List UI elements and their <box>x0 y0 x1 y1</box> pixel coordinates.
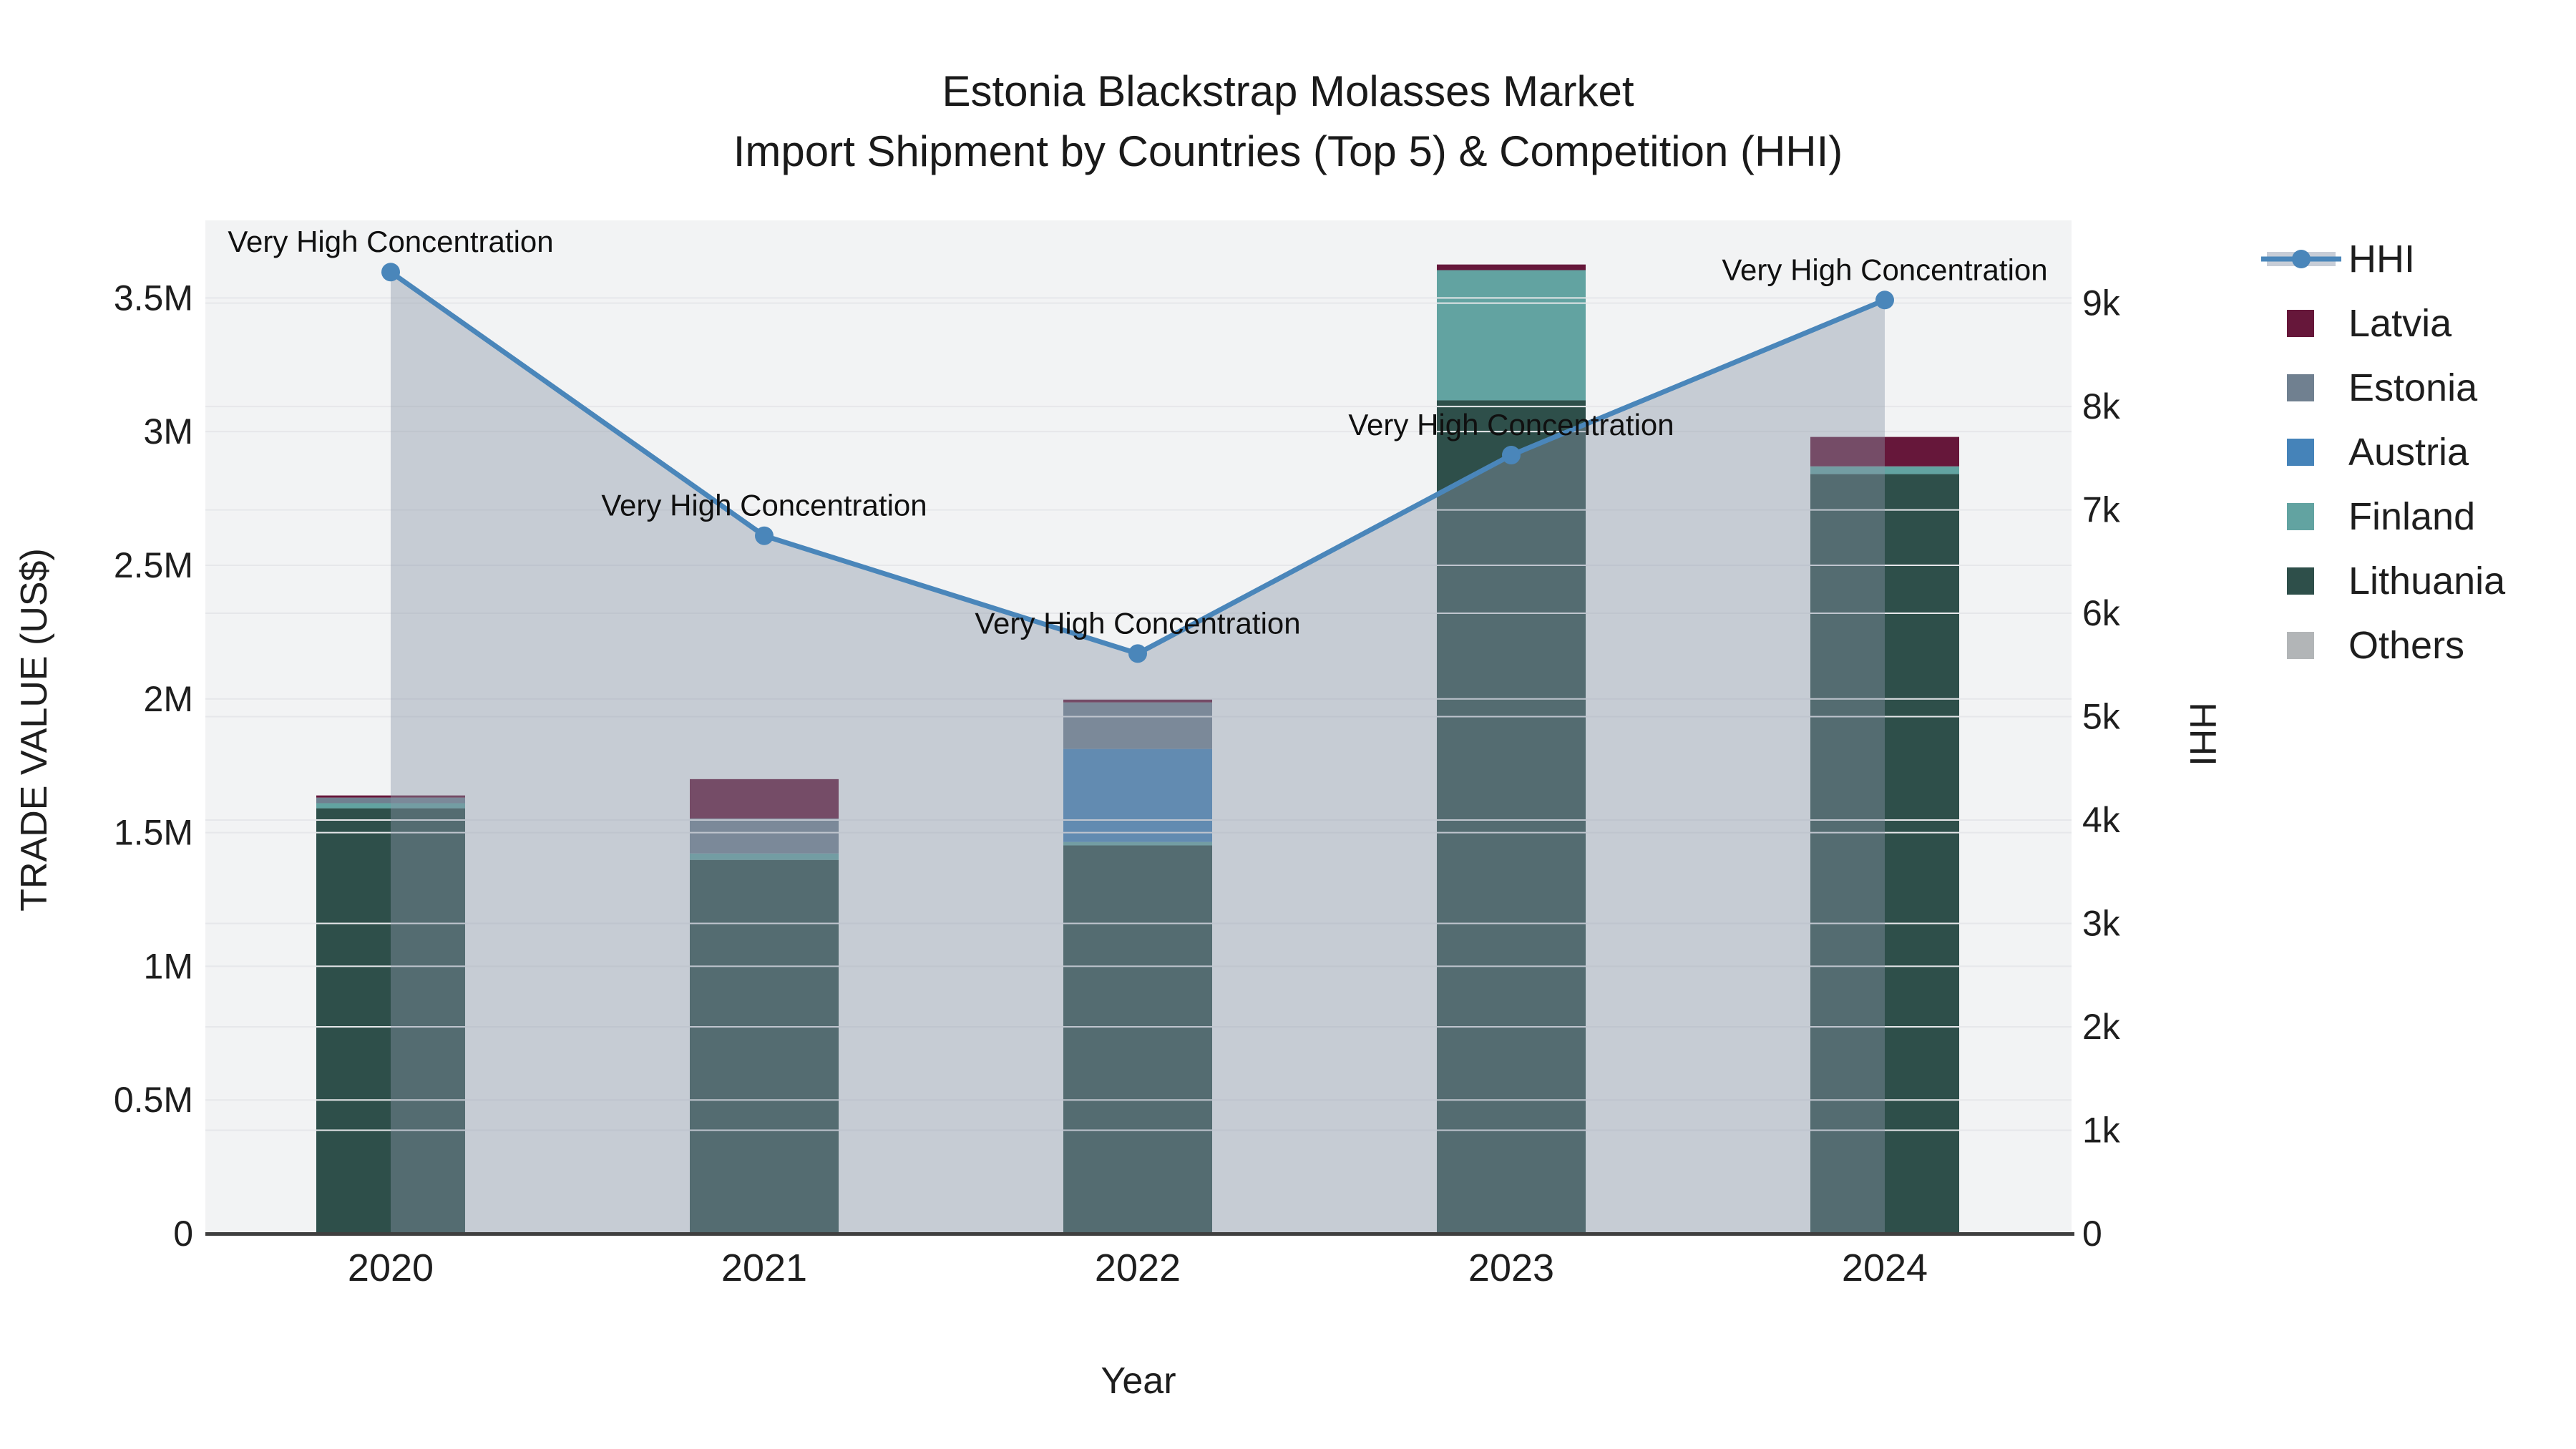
right-tick-3k: 3k <box>2082 904 2121 944</box>
y-axis-title-right: HHI <box>2182 702 2223 766</box>
bar-segment-estonia-2021[interactable] <box>690 818 839 854</box>
legend-item-others[interactable]: Others <box>2348 624 2464 667</box>
right-tick-0: 0 <box>2082 1214 2102 1254</box>
left-tick-2.5M: 2.5M <box>114 545 193 585</box>
hhi-marker-2022[interactable] <box>1128 644 1147 663</box>
left-tick-0: 0 <box>173 1214 193 1254</box>
annotation-2021: Very High Concentration <box>601 489 927 522</box>
right-tick-8k: 8k <box>2082 386 2121 426</box>
hhi-marker-2021[interactable] <box>755 526 774 545</box>
bar-segment-lithuania-2020[interactable] <box>316 808 465 1234</box>
annotation-2020: Very High Concentration <box>228 225 553 258</box>
bar-segment-finland-2021[interactable] <box>690 853 839 860</box>
legend-item-latvia[interactable]: Latvia <box>2348 302 2452 345</box>
left-tick-3M: 3M <box>144 411 193 452</box>
hhi-area-fill <box>391 272 1885 1234</box>
x-tick-2023: 2023 <box>1468 1246 1554 1289</box>
bar-segment-latvia-2024[interactable] <box>1810 436 1959 467</box>
legend-item-finland[interactable]: Finland <box>2348 495 2475 538</box>
right-tick-6k: 6k <box>2082 593 2121 633</box>
x-tick-2021: 2021 <box>721 1246 807 1289</box>
bar-segment-finland-2022[interactable] <box>1063 841 1212 846</box>
bar-segment-lithuania-2024[interactable] <box>1810 474 1959 1234</box>
annotation-2024: Very High Concentration <box>1722 253 2047 286</box>
legend-item-hhi[interactable]: HHI <box>2348 238 2415 280</box>
annotation-2022: Very High Concentration <box>975 606 1300 640</box>
left-tick-2M: 2M <box>144 679 193 719</box>
bar-segment-lithuania-2023[interactable] <box>1437 400 1586 1234</box>
x-axis-title: Year <box>1101 1360 1176 1402</box>
bar-segment-finland-2024[interactable] <box>1810 466 1959 474</box>
legend-hhi-marker <box>2292 250 2311 268</box>
legend-swatch-finland <box>2287 503 2314 530</box>
bar-segment-lithuania-2022[interactable] <box>1063 845 1212 1234</box>
right-tick-2k: 2k <box>2082 1007 2121 1047</box>
right-tick-5k: 5k <box>2082 697 2121 737</box>
bar-segment-austria-2022[interactable] <box>1063 748 1212 842</box>
right-tick-7k: 7k <box>2082 490 2121 530</box>
bar-segment-lithuania-2021[interactable] <box>690 859 839 1234</box>
left-tick-1M: 1M <box>144 946 193 986</box>
bar-segment-latvia-2022[interactable] <box>1063 699 1212 703</box>
x-tick-2024: 2024 <box>1842 1246 1928 1289</box>
left-tick-3.5M: 3.5M <box>114 278 193 318</box>
chart-title-line2: Import Shipment by Countries (Top 5) & C… <box>733 127 1843 175</box>
legend-swatch-latvia <box>2287 310 2314 337</box>
legend-item-austria[interactable]: Austria <box>2348 431 2469 474</box>
left-tick-1.5M: 1.5M <box>114 813 193 853</box>
legend-swatch-estonia <box>2287 374 2314 401</box>
x-tick-2020: 2020 <box>348 1246 434 1289</box>
bar-segment-estonia-2020[interactable] <box>316 797 465 804</box>
legend-item-lithuania[interactable]: Lithuania <box>2348 560 2506 602</box>
right-tick-1k: 1k <box>2082 1111 2121 1151</box>
legend-swatch-others <box>2287 632 2314 659</box>
legend-item-estonia[interactable]: Estonia <box>2348 366 2478 409</box>
annotation-2023: Very High Concentration <box>1348 408 1674 441</box>
bar-segment-finland-2020[interactable] <box>316 803 465 809</box>
bar-segment-estonia-2022[interactable] <box>1063 702 1212 749</box>
x-axis-line <box>205 1232 2074 1236</box>
right-tick-4k: 4k <box>2082 800 2121 840</box>
right-tick-9k: 9k <box>2082 283 2121 323</box>
bar-segment-latvia-2023[interactable] <box>1437 264 1586 270</box>
hhi-marker-2020[interactable] <box>381 263 400 282</box>
bar-segment-finland-2023[interactable] <box>1437 270 1586 401</box>
bar-segment-latvia-2021[interactable] <box>690 779 839 819</box>
hhi-marker-2023[interactable] <box>1502 446 1521 464</box>
chart-title-line1: Estonia Blackstrap Molasses Market <box>942 67 1634 115</box>
left-tick-0.5M: 0.5M <box>114 1080 193 1120</box>
legend-swatch-austria <box>2287 439 2314 466</box>
x-tick-2022: 2022 <box>1095 1246 1181 1289</box>
legend-swatch-lithuania <box>2287 567 2314 595</box>
hhi-marker-2024[interactable] <box>1875 291 1894 310</box>
y-axis-title-left: TRADE VALUE (US$) <box>14 548 55 912</box>
bar-segment-latvia-2020[interactable] <box>316 795 465 798</box>
